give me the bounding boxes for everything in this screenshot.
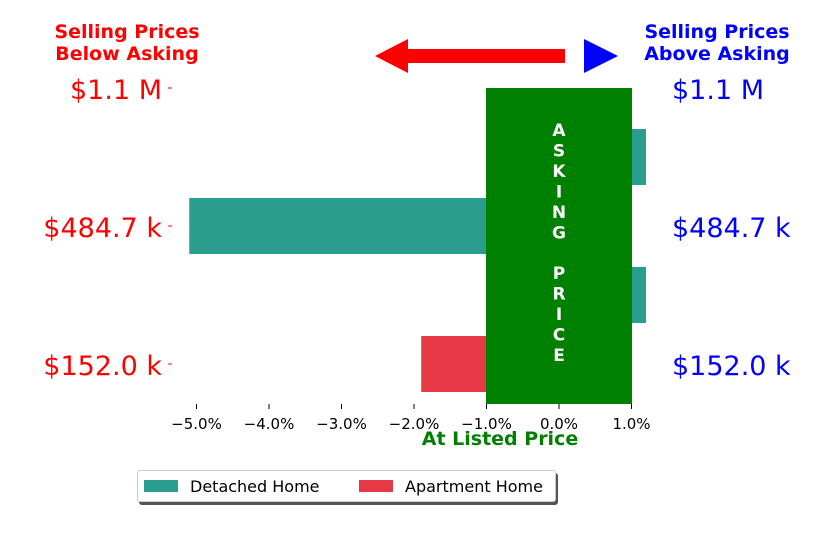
legend-label-detached: Detached Home	[190, 476, 320, 496]
right-header-line2: Above Asking	[644, 43, 790, 65]
left-price-label-2: $152.0 k	[43, 351, 162, 382]
right-price-label-2: $152.0 k	[672, 351, 791, 382]
right-price-label-1: $484.7 k	[672, 213, 791, 244]
legend-item-detached: Detached Home	[144, 475, 320, 497]
left-header-line2: Below Asking	[55, 43, 198, 65]
left-price-label-1: $484.7 k	[43, 213, 162, 244]
x-tick-label-6: 1.0%	[612, 415, 650, 433]
left-price-label-0: $1.1 M	[70, 75, 162, 106]
asking-price-box	[486, 88, 632, 404]
at-listed-price-label: At Listed Price	[422, 428, 578, 450]
x-axis: −5.0% −4.0% −3.0% −2.0% −1.0% 0.0% 1.0%	[171, 404, 651, 433]
x-tick-label-0: −5.0%	[171, 415, 222, 433]
left-header-line1: Selling Prices	[54, 21, 199, 43]
x-tick-label-5: 0.0%	[540, 415, 578, 433]
legend-label-apartment: Apartment Home	[405, 476, 543, 496]
right-arrow-icon	[584, 39, 618, 73]
legend-swatch-apartment	[359, 480, 393, 492]
right-header-line1: Selling Prices	[644, 21, 789, 43]
legend-swatch-detached	[144, 480, 178, 492]
x-tick-label-4: −1.0%	[461, 415, 512, 433]
x-tick-label-2: −3.0%	[316, 415, 367, 433]
left-arrow-icon	[375, 39, 565, 73]
legend: Detached Home Apartment Home	[137, 470, 556, 502]
legend-item-apartment: Apartment Home	[359, 475, 543, 497]
x-tick-label-1: −4.0%	[244, 415, 295, 433]
x-tick-label-3: −2.0%	[389, 415, 440, 433]
right-price-label-0: $1.1 M	[672, 75, 764, 106]
